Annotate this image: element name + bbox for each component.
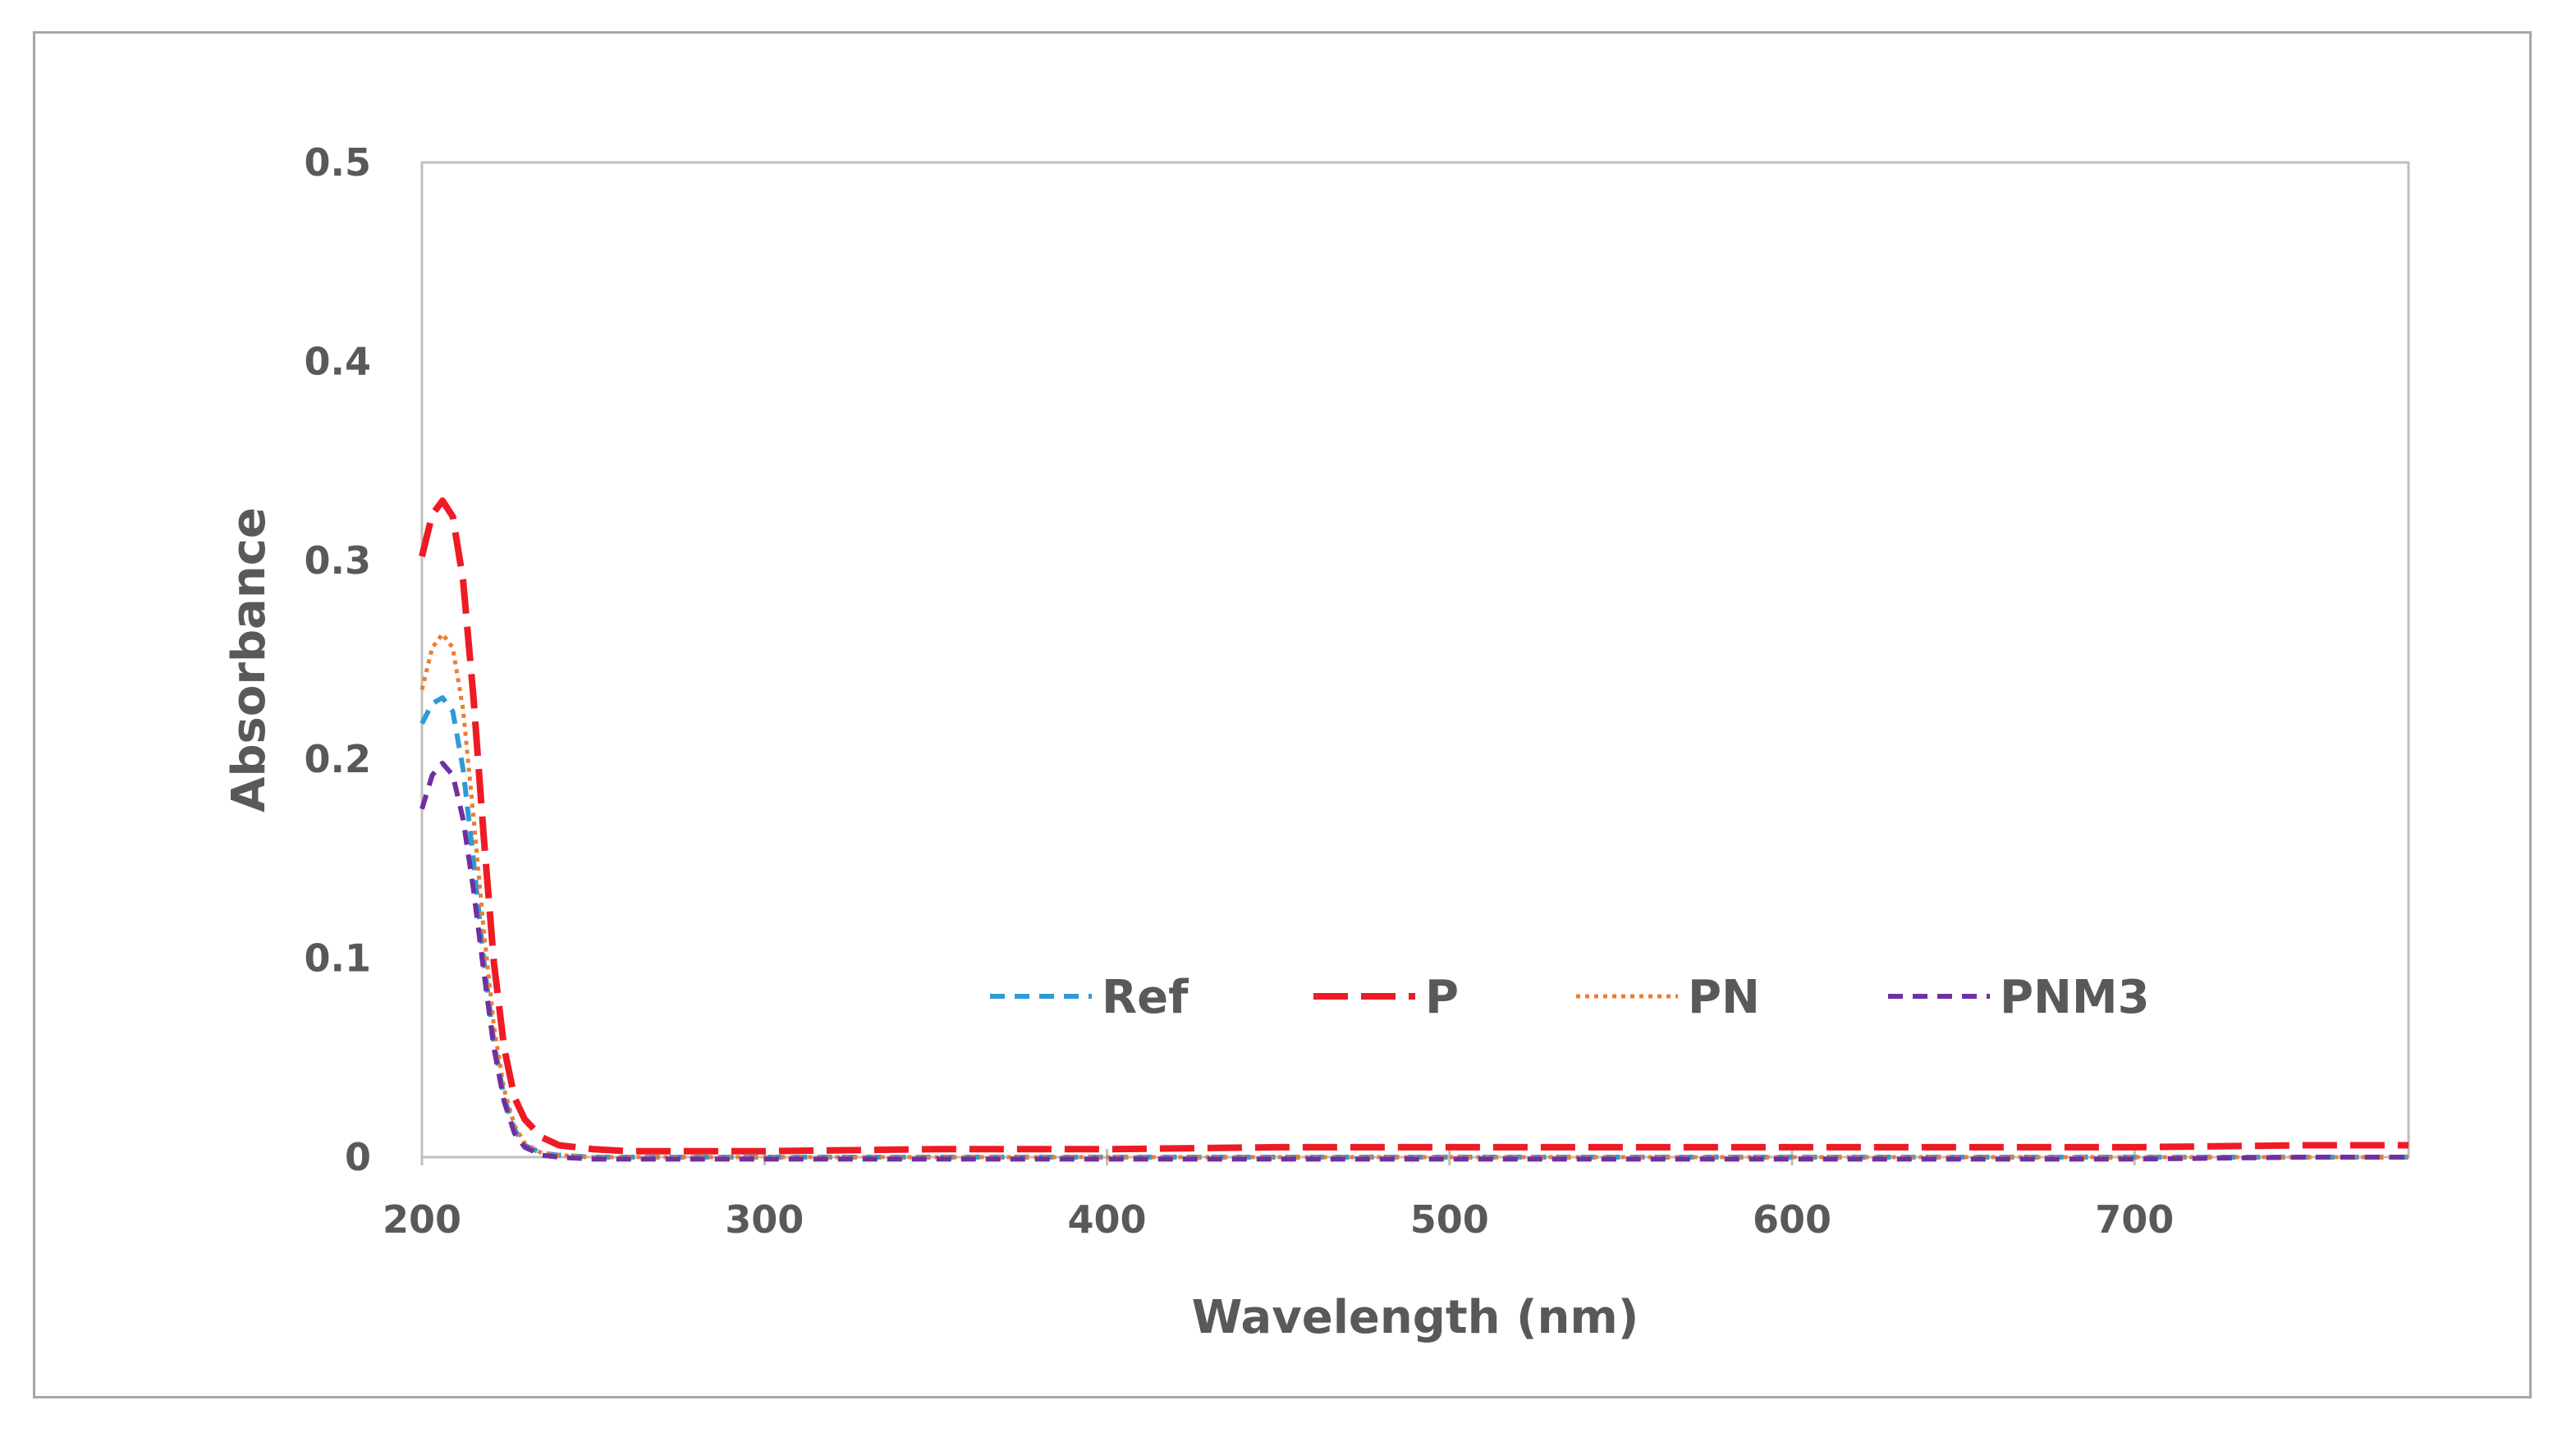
x-tick-label: 400: [1067, 1197, 1146, 1242]
chart-frame: [33, 31, 2532, 1398]
x-tick-label: 500: [1410, 1197, 1489, 1242]
x-tick-label: 300: [725, 1197, 804, 1242]
y-axis-ticks: 0 0.1 0.2 0.3 0.4 0.5: [305, 140, 372, 1179]
x-tick-label: 200: [383, 1197, 461, 1242]
y-tick-label: 0.5: [305, 140, 372, 185]
x-tick-label: 700: [2095, 1197, 2174, 1242]
legend-label-ref: Ref: [1102, 971, 1189, 1024]
legend-label-pnm3: PNM3: [2000, 971, 2150, 1024]
legend: Ref P PN PNM3: [990, 971, 2150, 1024]
y-tick-label: 0: [345, 1135, 371, 1179]
y-tick-label: 0.4: [305, 339, 372, 383]
series-line-ref: [419, 695, 2409, 1160]
series-line-p: [419, 497, 2409, 1155]
x-axis-ticks: 200 300 400 500 600 700: [383, 1149, 2174, 1242]
y-axis-title: Absorbance: [222, 507, 276, 812]
y-tick-label: 0.1: [305, 936, 372, 981]
x-tick-label: 600: [1753, 1197, 1831, 1242]
series-lines: [419, 497, 2409, 1162]
y-tick-label: 0.2: [305, 737, 372, 781]
series-line-pn: [419, 632, 2409, 1160]
x-axis-title: Wavelength (nm): [1192, 1291, 1639, 1344]
series-line-pnm3: [419, 761, 2409, 1162]
legend-label-pn: PN: [1688, 971, 1760, 1024]
y-tick-label: 0.3: [305, 538, 372, 583]
legend-label-p: P: [1425, 971, 1459, 1024]
